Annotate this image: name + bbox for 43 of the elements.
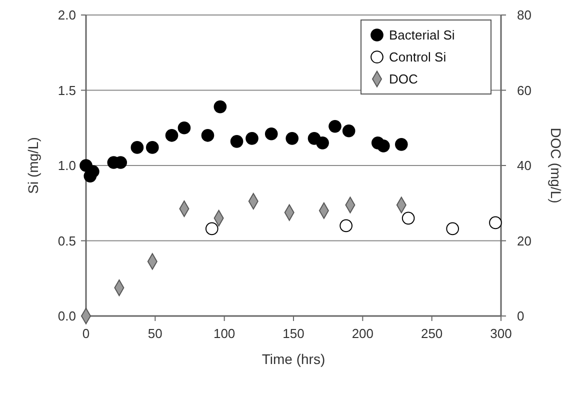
point [394,138,408,151]
y2-tick-label: 0 [517,308,524,324]
x-tick-label: 300 [490,326,512,341]
legend-label: Bacterial Si [389,28,455,43]
x-tick-label: 250 [420,326,443,341]
y-tick-label: 0.5 [58,233,76,248]
point [230,135,244,148]
point [402,212,415,225]
y2-tick-label: 20 [517,233,532,248]
y2-axis-title: DOC (mg/L) [548,128,564,204]
point [214,100,227,114]
x-tick-label: 200 [352,326,374,341]
point [130,141,144,154]
point [340,219,352,232]
point [178,121,191,134]
y2-tick-label: 40 [517,158,532,174]
legend-label: Control Si [389,50,446,65]
point [146,141,159,154]
point [286,132,299,145]
x-tick-label: 0 [82,326,90,341]
x-tick-label: 150 [282,326,304,341]
x-tick-label: 100 [213,326,236,341]
y-tick-label: 1.5 [58,82,76,98]
point [342,124,356,138]
y-tick-label: 2.0 [58,8,76,23]
point [328,120,342,133]
point [165,128,178,142]
y-tick-label: 1.0 [58,158,76,174]
point [377,140,390,152]
point [264,127,278,140]
point [316,136,329,150]
point [489,216,502,230]
point [205,222,218,236]
y-tick-label: 0.0 [58,308,76,324]
y2-tick-label: 60 [517,82,532,98]
x-tick-label: 50 [148,326,162,341]
point [446,222,459,236]
legend-label: DOC [389,72,418,87]
y-axis-title: Si (mg/L) [25,137,41,194]
point [201,128,214,142]
point [246,132,258,145]
x-axis-title: Time (hrs) [262,351,326,367]
y2-tick-label: 80 [517,8,532,23]
